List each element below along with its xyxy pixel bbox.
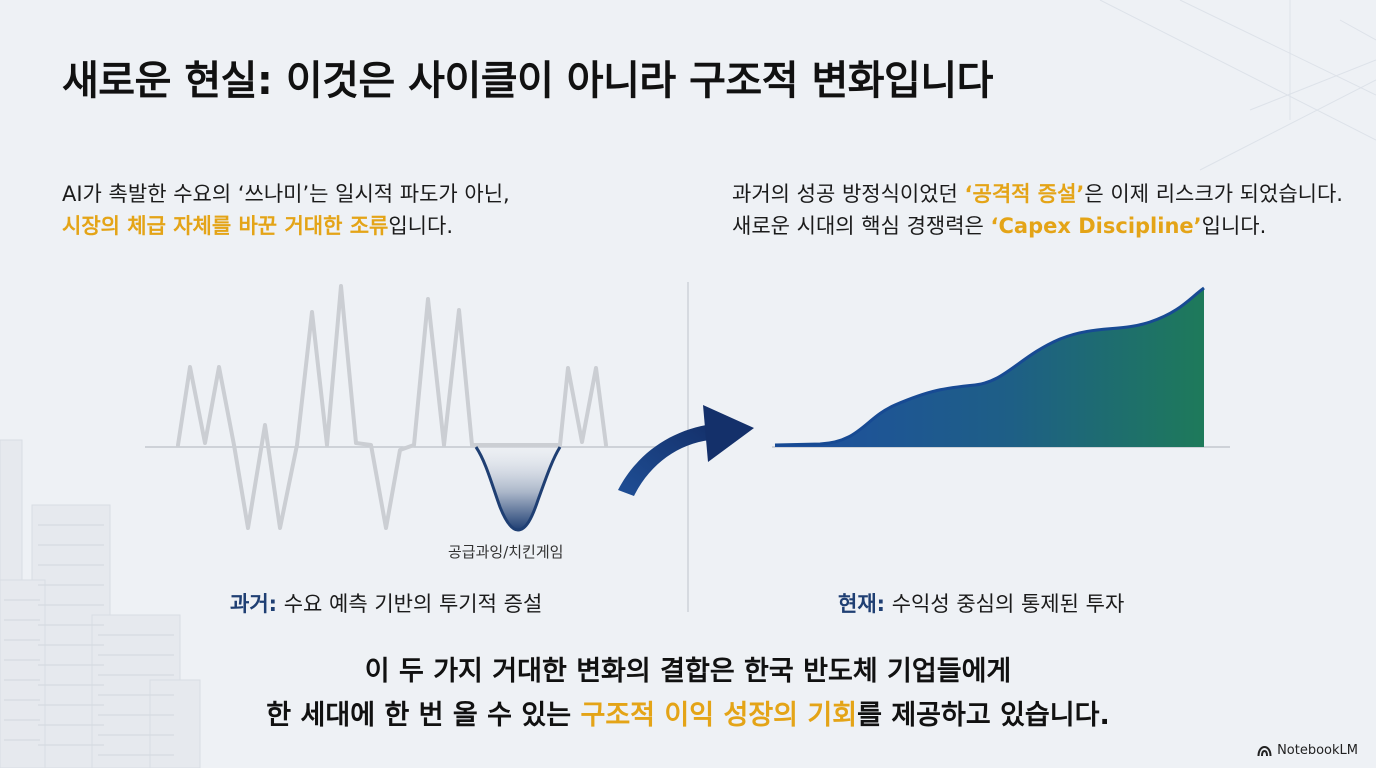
past-description-tail: 입니다. (388, 214, 453, 238)
volatile-cycle-line (176, 284, 608, 530)
present-line2-tail: 입니다. (1201, 214, 1267, 238)
conclusion-line1: 이 두 가지 거대한 변화의 결합은 한국 반도체 기업들에게 (364, 656, 1012, 687)
past-description-line2: 시장의 체급 자체를 바꾼 거대한 조류입니다. (62, 210, 510, 242)
present-description: 과거의 성공 방정식이었던 ‘공격적 증설’은 이제 리스크가 되었습니다. 새… (732, 178, 1343, 242)
past-caption-text: 수요 예측 기반의 투기적 증설 (277, 592, 543, 616)
structural-growth-area (775, 288, 1204, 447)
conclusion-line2: 한 세대에 한 번 올 수 있는 구조적 이익 성장의 기회를 제공하고 있습니… (0, 694, 1376, 738)
past-description: AI가 촉발한 수요의 ‘쓰나미’는 일시적 파도가 아닌, 시장의 체급 자체… (62, 178, 510, 242)
past-description-line1: AI가 촉발한 수요의 ‘쓰나미’는 일시적 파도가 아닌, (62, 182, 510, 206)
conclusion-line2-tail: 를 제공하고 있습니다. (857, 700, 1110, 731)
curved-arrow-icon (618, 405, 754, 496)
present-description-line2: 새로운 시대의 핵심 경쟁력은 ‘Capex Discipline’입니다. (732, 210, 1343, 242)
supply-glut-label: 공급과잉/치킨게임 (448, 543, 564, 561)
present-highlight-2: ‘Capex Discipline’ (990, 214, 1202, 238)
supply-glut-dip-outline (474, 446, 562, 532)
present-line1-tail: 은 이제 리스크가 되었습니다. (1084, 182, 1343, 206)
conclusion-line2-head: 한 세대에 한 번 올 수 있는 (266, 700, 581, 731)
conclusion-highlight: 구조적 이익 성장의 기회 (580, 700, 858, 731)
page-title: 새로운 현실: 이것은 사이클이 아니라 구조적 변화입니다 (62, 58, 993, 104)
present-description-line1: 과거의 성공 방정식이었던 ‘공격적 증설’은 이제 리스크가 되었습니다. (732, 178, 1343, 210)
conclusion-text: 이 두 가지 거대한 변화의 결합은 한국 반도체 기업들에게 한 세대에 한 … (0, 650, 1376, 738)
present-caption-text: 수익성 중심의 통제된 투자 (885, 592, 1125, 616)
structural-growth-line (774, 286, 1205, 447)
present-line2-head: 새로운 시대의 핵심 경쟁력은 (732, 214, 991, 238)
present-highlight-1: ‘공격적 증설’ (964, 182, 1085, 206)
present-caption: 현재: 수익성 중심의 통제된 투자 (838, 588, 1124, 618)
past-caption: 과거: 수요 예측 기반의 투기적 증설 (230, 588, 542, 618)
present-caption-key: 현재: (838, 592, 886, 616)
present-line1-head: 과거의 성공 방정식이었던 (732, 182, 965, 206)
notebooklm-logo-icon (1257, 745, 1272, 756)
past-caption-key: 과거: (230, 592, 278, 616)
supply-glut-dip (476, 447, 560, 530)
past-highlight: 시장의 체급 자체를 바꾼 거대한 조류 (62, 214, 389, 238)
brand-name: NotebookLM (1277, 743, 1358, 758)
brand-watermark: NotebookLM (1257, 743, 1358, 758)
